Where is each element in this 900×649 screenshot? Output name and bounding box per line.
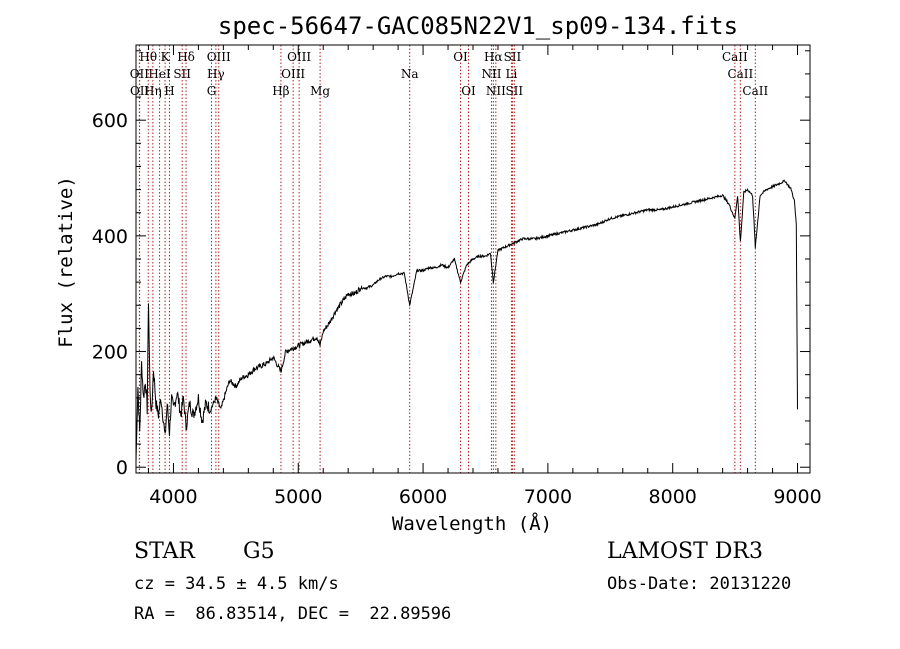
x-tick-label-1: 5000 [274, 486, 322, 508]
line-label-27: CaII [742, 84, 768, 98]
x-axis-label: Wavelength (Å) [392, 512, 552, 535]
line-label-22: SII [504, 50, 522, 64]
line-label-0: Hθ [139, 50, 157, 64]
y-tick-label-3: 600 [92, 110, 128, 132]
coordinates-readout: RA = 86.83514, DEC = 22.89596 [134, 604, 452, 624]
line-label-13: OIII [287, 50, 311, 64]
line-label-24: SII [505, 84, 523, 98]
y-tick-label-2: 400 [92, 226, 128, 248]
line-label-10: Hγ [207, 67, 225, 81]
chart-title: spec-56647-GAC085N22V1_sp09-134.fits [218, 12, 738, 40]
line-label-7: Hδ [177, 50, 195, 64]
line-label-5: HeI [148, 67, 171, 81]
line-label-18: OI [461, 84, 476, 98]
x-tick-label-0: 4000 [149, 486, 197, 508]
line-label-21: NII [486, 84, 506, 98]
line-label-8: SII [173, 67, 191, 81]
line-label-12: Hβ [272, 84, 289, 98]
line-label-15: Mg [310, 84, 330, 98]
x-tick-label-3: 7000 [524, 486, 572, 508]
line-label-2: OII [130, 84, 150, 98]
y-tick-label-0: 0 [116, 457, 128, 479]
line-label-25: CaII [722, 50, 748, 64]
line-label-23: Li [506, 67, 518, 81]
line-label-6: H [164, 84, 174, 98]
x-tick-label-5: 9000 [773, 486, 821, 508]
line-label-14: OIII [281, 67, 305, 81]
x-tick-label-2: 6000 [399, 486, 447, 508]
x-axis-ticks: 4000 5000 6000 7000 8000 9000 [147, 45, 822, 508]
survey-name: LAMOST DR3 [607, 539, 763, 564]
observation-date: Obs-Date: 20131220 [607, 574, 792, 594]
y-axis-ticks: 0 200 400 600 [92, 50, 810, 479]
line-label-9: OIII [207, 50, 231, 64]
line-label-17: OI [453, 50, 468, 64]
x-tick-label-4: 8000 [649, 486, 697, 508]
line-label-16: Na [401, 67, 419, 81]
y-tick-label-1: 200 [92, 342, 128, 364]
object-class: STAR [134, 539, 195, 564]
spectrum-series [135, 179, 798, 462]
object-subclass: G5 [243, 539, 275, 564]
line-label-3: Hη [144, 84, 162, 98]
spectral-line-markers [138, 45, 756, 473]
line-label-4: K [161, 50, 171, 64]
line-label-11: G [207, 84, 217, 98]
line-label-20: NII [481, 67, 501, 81]
line-label-26: CaII [727, 67, 753, 81]
line-label-19: Hα [484, 50, 503, 64]
y-axis-label: Flux (relative) [55, 176, 77, 348]
redshift-readout: cz = 34.5 ± 4.5 km/s [134, 574, 339, 594]
